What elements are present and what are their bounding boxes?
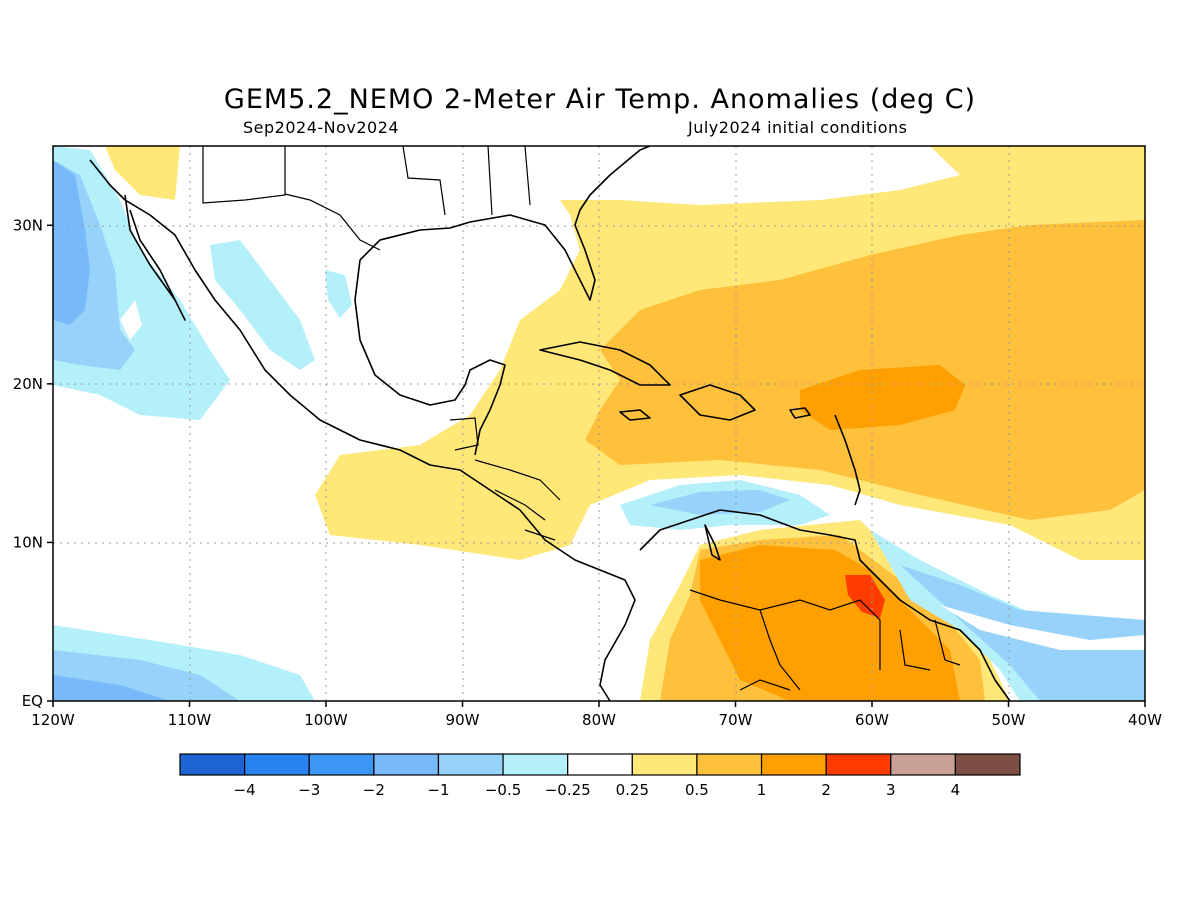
colorbar-swatch bbox=[308, 753, 375, 776]
colorbar-label: 2 bbox=[821, 781, 831, 799]
colorbar-label: −0.25 bbox=[545, 781, 591, 799]
strong-anomaly-region-south-america bbox=[700, 545, 960, 701]
colorbar-swatch bbox=[502, 753, 569, 776]
latitude-axis: EQ 10N 20N 30N bbox=[13, 216, 53, 710]
colorbar-swatch bbox=[179, 753, 246, 776]
longitude-axis: 120W 110W 100W 90W 80W 70W 60W 50W 40W bbox=[31, 701, 1162, 729]
colorbar-swatch bbox=[567, 753, 633, 776]
strong-cool-region-pacific bbox=[53, 160, 90, 325]
cool-anomaly-region-mexico bbox=[210, 240, 315, 370]
initial-conditions: July2024 initial conditions bbox=[688, 118, 908, 137]
colorbar-label: −4 bbox=[234, 781, 256, 799]
forecast-period: Sep2024-Nov2024 bbox=[243, 118, 400, 137]
country-borders bbox=[202, 146, 961, 691]
moderate-cool-region-caribbean bbox=[650, 490, 790, 515]
neutral-patch-atlantic bbox=[940, 605, 1145, 650]
colorbar-label: −1 bbox=[427, 781, 449, 799]
colorbar-swatch bbox=[373, 753, 440, 776]
lat-tick-label: EQ bbox=[22, 692, 43, 710]
colorbar-label: −0.5 bbox=[485, 781, 521, 799]
colorbar-swatch bbox=[825, 753, 892, 776]
colorbar-swatch bbox=[631, 753, 698, 776]
lon-tick-label: 80W bbox=[582, 711, 616, 729]
colorbar: −4 −3 −2 −1 −0.5 −0.25 0.25 0.5 1 2 3 4 bbox=[179, 753, 1021, 799]
lon-tick-label: 50W bbox=[992, 711, 1026, 729]
colorbar-swatch bbox=[244, 753, 310, 776]
colorbar-swatch bbox=[890, 753, 956, 776]
colorbar-label: 4 bbox=[951, 781, 961, 799]
colorbar-label: 1 bbox=[757, 781, 767, 799]
coastlines bbox=[89, 146, 1011, 701]
very-strong-anomaly-region bbox=[845, 575, 885, 618]
lon-tick-label: 40W bbox=[1128, 711, 1162, 729]
colorbar-label: 3 bbox=[886, 781, 896, 799]
colorbar-swatch bbox=[696, 753, 763, 776]
colorbar-swatch bbox=[760, 753, 827, 776]
lon-tick-label: 110W bbox=[168, 711, 212, 729]
lon-tick-label: 90W bbox=[446, 711, 480, 729]
lat-tick-label: 10N bbox=[13, 533, 43, 551]
colorbar-label: −2 bbox=[363, 781, 385, 799]
lat-tick-label: 20N bbox=[13, 375, 43, 393]
warm-anomaly-region-yucatan bbox=[105, 146, 180, 200]
colorbar-label: −3 bbox=[298, 781, 320, 799]
lon-tick-label: 70W bbox=[719, 711, 753, 729]
strong-cool-region-pacific-south bbox=[53, 675, 170, 701]
strong-anomaly-region-atlantic bbox=[800, 365, 965, 430]
chart-title: GEM5.2_NEMO 2-Meter Air Temp. Anomalies … bbox=[223, 84, 977, 115]
cool-anomaly-region-mexico-east bbox=[325, 270, 352, 318]
colorbar-label: 0.5 bbox=[685, 781, 709, 799]
colorbar-swatch bbox=[954, 753, 1021, 776]
anomaly-fields bbox=[53, 146, 1145, 701]
lon-tick-label: 100W bbox=[304, 711, 348, 729]
lon-tick-label: 120W bbox=[31, 711, 75, 729]
lat-tick-label: 30N bbox=[13, 216, 43, 234]
colorbar-label: 0.25 bbox=[616, 781, 649, 799]
neutral-patch-pacific bbox=[120, 300, 142, 340]
lon-tick-label: 60W bbox=[855, 711, 889, 729]
map-grid bbox=[53, 146, 1145, 701]
colorbar-swatch bbox=[437, 753, 504, 776]
